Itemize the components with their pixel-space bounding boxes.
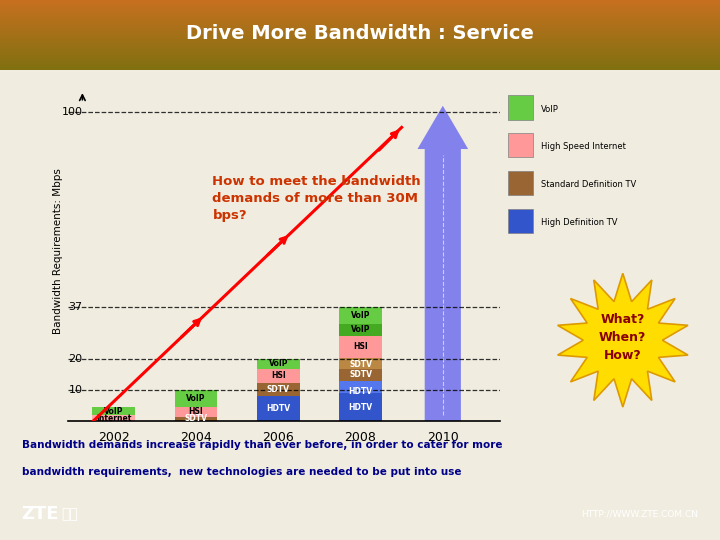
Bar bbox=[257, 359, 300, 369]
Bar bbox=[174, 407, 217, 416]
Bar bbox=[339, 393, 382, 421]
Text: bandwidth requirements,  new technologies are needed to be put into use: bandwidth requirements, new technologies… bbox=[22, 467, 461, 477]
Bar bbox=[508, 133, 533, 158]
Bar bbox=[339, 381, 382, 393]
Y-axis label: Bandwidth Requirements: Mbps: Bandwidth Requirements: Mbps bbox=[53, 168, 63, 334]
Text: High Speed Internet: High Speed Internet bbox=[541, 143, 626, 151]
Text: VoIP: VoIP bbox=[351, 311, 370, 320]
Text: SDTV: SDTV bbox=[349, 370, 372, 379]
Text: SDTV: SDTV bbox=[184, 414, 207, 423]
Bar bbox=[92, 407, 135, 415]
Text: Drive More Bandwidth : Service: Drive More Bandwidth : Service bbox=[186, 24, 534, 43]
Text: 20: 20 bbox=[68, 354, 82, 364]
Text: HDTV: HDTV bbox=[348, 403, 372, 412]
Bar bbox=[339, 369, 382, 381]
Bar bbox=[257, 382, 300, 396]
Text: SDTV: SDTV bbox=[349, 360, 372, 369]
Text: HSI: HSI bbox=[271, 371, 286, 380]
Bar bbox=[508, 171, 533, 195]
Bar bbox=[339, 336, 382, 358]
Text: VoIP: VoIP bbox=[104, 407, 123, 416]
Bar bbox=[508, 96, 533, 120]
FancyArrow shape bbox=[418, 106, 468, 421]
Text: VoIP: VoIP bbox=[186, 394, 206, 403]
Text: Standard Definition TV: Standard Definition TV bbox=[541, 180, 636, 189]
Bar bbox=[92, 415, 135, 421]
Text: HDTV: HDTV bbox=[348, 387, 372, 396]
Bar bbox=[339, 358, 382, 369]
Text: What?
When?
How?: What? When? How? bbox=[599, 313, 647, 362]
Bar bbox=[339, 324, 382, 336]
Text: 10: 10 bbox=[68, 385, 82, 395]
Bar bbox=[174, 390, 217, 407]
Bar bbox=[174, 416, 217, 421]
Text: 中兴: 中兴 bbox=[61, 508, 78, 521]
Text: HTTP://WWW.ZTE.COM.CN: HTTP://WWW.ZTE.COM.CN bbox=[582, 510, 698, 519]
Text: HDTV: HDTV bbox=[266, 404, 290, 413]
Text: VoIP: VoIP bbox=[351, 326, 370, 334]
Text: 100: 100 bbox=[61, 107, 82, 117]
Bar bbox=[257, 369, 300, 382]
Polygon shape bbox=[557, 273, 688, 407]
Text: How to meet the bandwidth
demands of more than 30M
bps?: How to meet the bandwidth demands of mor… bbox=[212, 175, 421, 222]
Bar bbox=[339, 307, 382, 324]
Text: SDTV: SDTV bbox=[266, 385, 289, 394]
Text: VoIP: VoIP bbox=[269, 360, 288, 368]
Text: ZTE: ZTE bbox=[22, 505, 59, 523]
Text: VoIP: VoIP bbox=[541, 105, 559, 113]
Bar bbox=[257, 396, 300, 421]
Text: HSI: HSI bbox=[189, 407, 203, 416]
Text: HSI: HSI bbox=[353, 342, 368, 352]
Text: Bandwidth demands increase rapidly than ever before, in order to cater for more: Bandwidth demands increase rapidly than … bbox=[22, 440, 502, 450]
Text: 37: 37 bbox=[68, 302, 82, 312]
Text: Internet: Internet bbox=[96, 414, 131, 423]
Bar bbox=[508, 209, 533, 233]
Text: High Definition TV: High Definition TV bbox=[541, 218, 617, 227]
